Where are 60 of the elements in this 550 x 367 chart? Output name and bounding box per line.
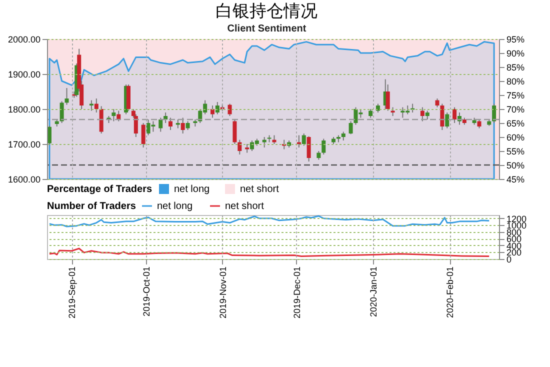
line-series — [48, 248, 490, 258]
candlestick — [228, 103, 232, 116]
legend-label: net long — [157, 201, 193, 212]
y2-tick-label: 65% — [506, 118, 525, 128]
y2-tick-label: 70% — [506, 104, 525, 114]
candlestick — [164, 112, 168, 124]
chart-title: 白银持仓情况 — [216, 2, 318, 20]
legend-title: Number of Traders — [47, 201, 136, 212]
y2-tick-label: 90% — [506, 48, 525, 58]
y-tick-label: 1600.00 — [8, 174, 40, 184]
y-tick-label: 1900.00 — [8, 70, 40, 80]
candlestick — [168, 117, 172, 130]
candlestick — [215, 102, 220, 115]
candlestick — [60, 100, 64, 124]
y-tick-label: 1800.00 — [8, 104, 40, 114]
y2-tick-label: 60% — [506, 132, 525, 142]
x-tick-label: 2019-Sep-01 — [67, 266, 78, 319]
legend-label: net short — [225, 201, 264, 212]
candlestick — [64, 88, 69, 106]
candlestick — [322, 138, 326, 155]
candlestick — [440, 103, 444, 130]
y-tick-label: 800 — [506, 227, 522, 238]
y2-tick-label: 85% — [506, 62, 525, 72]
y-tick-label: 0 — [506, 254, 512, 264]
candlestick — [232, 119, 237, 144]
legend-title: Percentage of Traders — [47, 184, 152, 195]
legend-label: net short — [240, 184, 280, 195]
candlestick — [445, 112, 450, 129]
y2-tick-label: 75% — [506, 90, 525, 100]
chart-subtitle: Client Sentiment — [227, 24, 307, 34]
candlestick — [302, 133, 306, 146]
candlestick — [348, 120, 353, 135]
candlestick — [126, 84, 131, 112]
candlestick — [99, 106, 104, 134]
x-tick-label: 2019-Dec-01 — [292, 266, 302, 319]
legend-label: net long — [174, 184, 210, 195]
candlestick — [112, 108, 116, 122]
candlestick — [238, 139, 242, 155]
candlestick — [141, 122, 146, 148]
y2-tick-label: 95% — [506, 34, 525, 44]
y-tick-label: 1700.00 — [8, 140, 40, 150]
x-tick-label: 2019-Oct-01 — [141, 266, 152, 317]
y2-tick-label: 50% — [506, 160, 525, 170]
candlestick — [452, 106, 457, 124]
y2-tick-label: 45% — [506, 174, 525, 184]
line-series — [48, 215, 490, 228]
y-tick-label: 2000.00 — [8, 34, 40, 44]
candlestick — [420, 106, 424, 122]
candlestick — [94, 98, 98, 113]
candlestick — [210, 105, 214, 118]
candlestick — [158, 117, 163, 132]
candlestick — [262, 136, 266, 148]
y2-tick-label: 55% — [506, 146, 525, 156]
candlestick — [180, 117, 185, 134]
candlestick — [492, 103, 496, 124]
candlestick — [306, 136, 311, 162]
x-tick-label: 2019-Nov-01 — [218, 266, 228, 319]
x-tick-label: 2020-Jan-01 — [368, 266, 379, 318]
x-tick-label: 2020-Feb-01 — [445, 266, 456, 318]
y2-tick-label: 80% — [506, 76, 525, 86]
